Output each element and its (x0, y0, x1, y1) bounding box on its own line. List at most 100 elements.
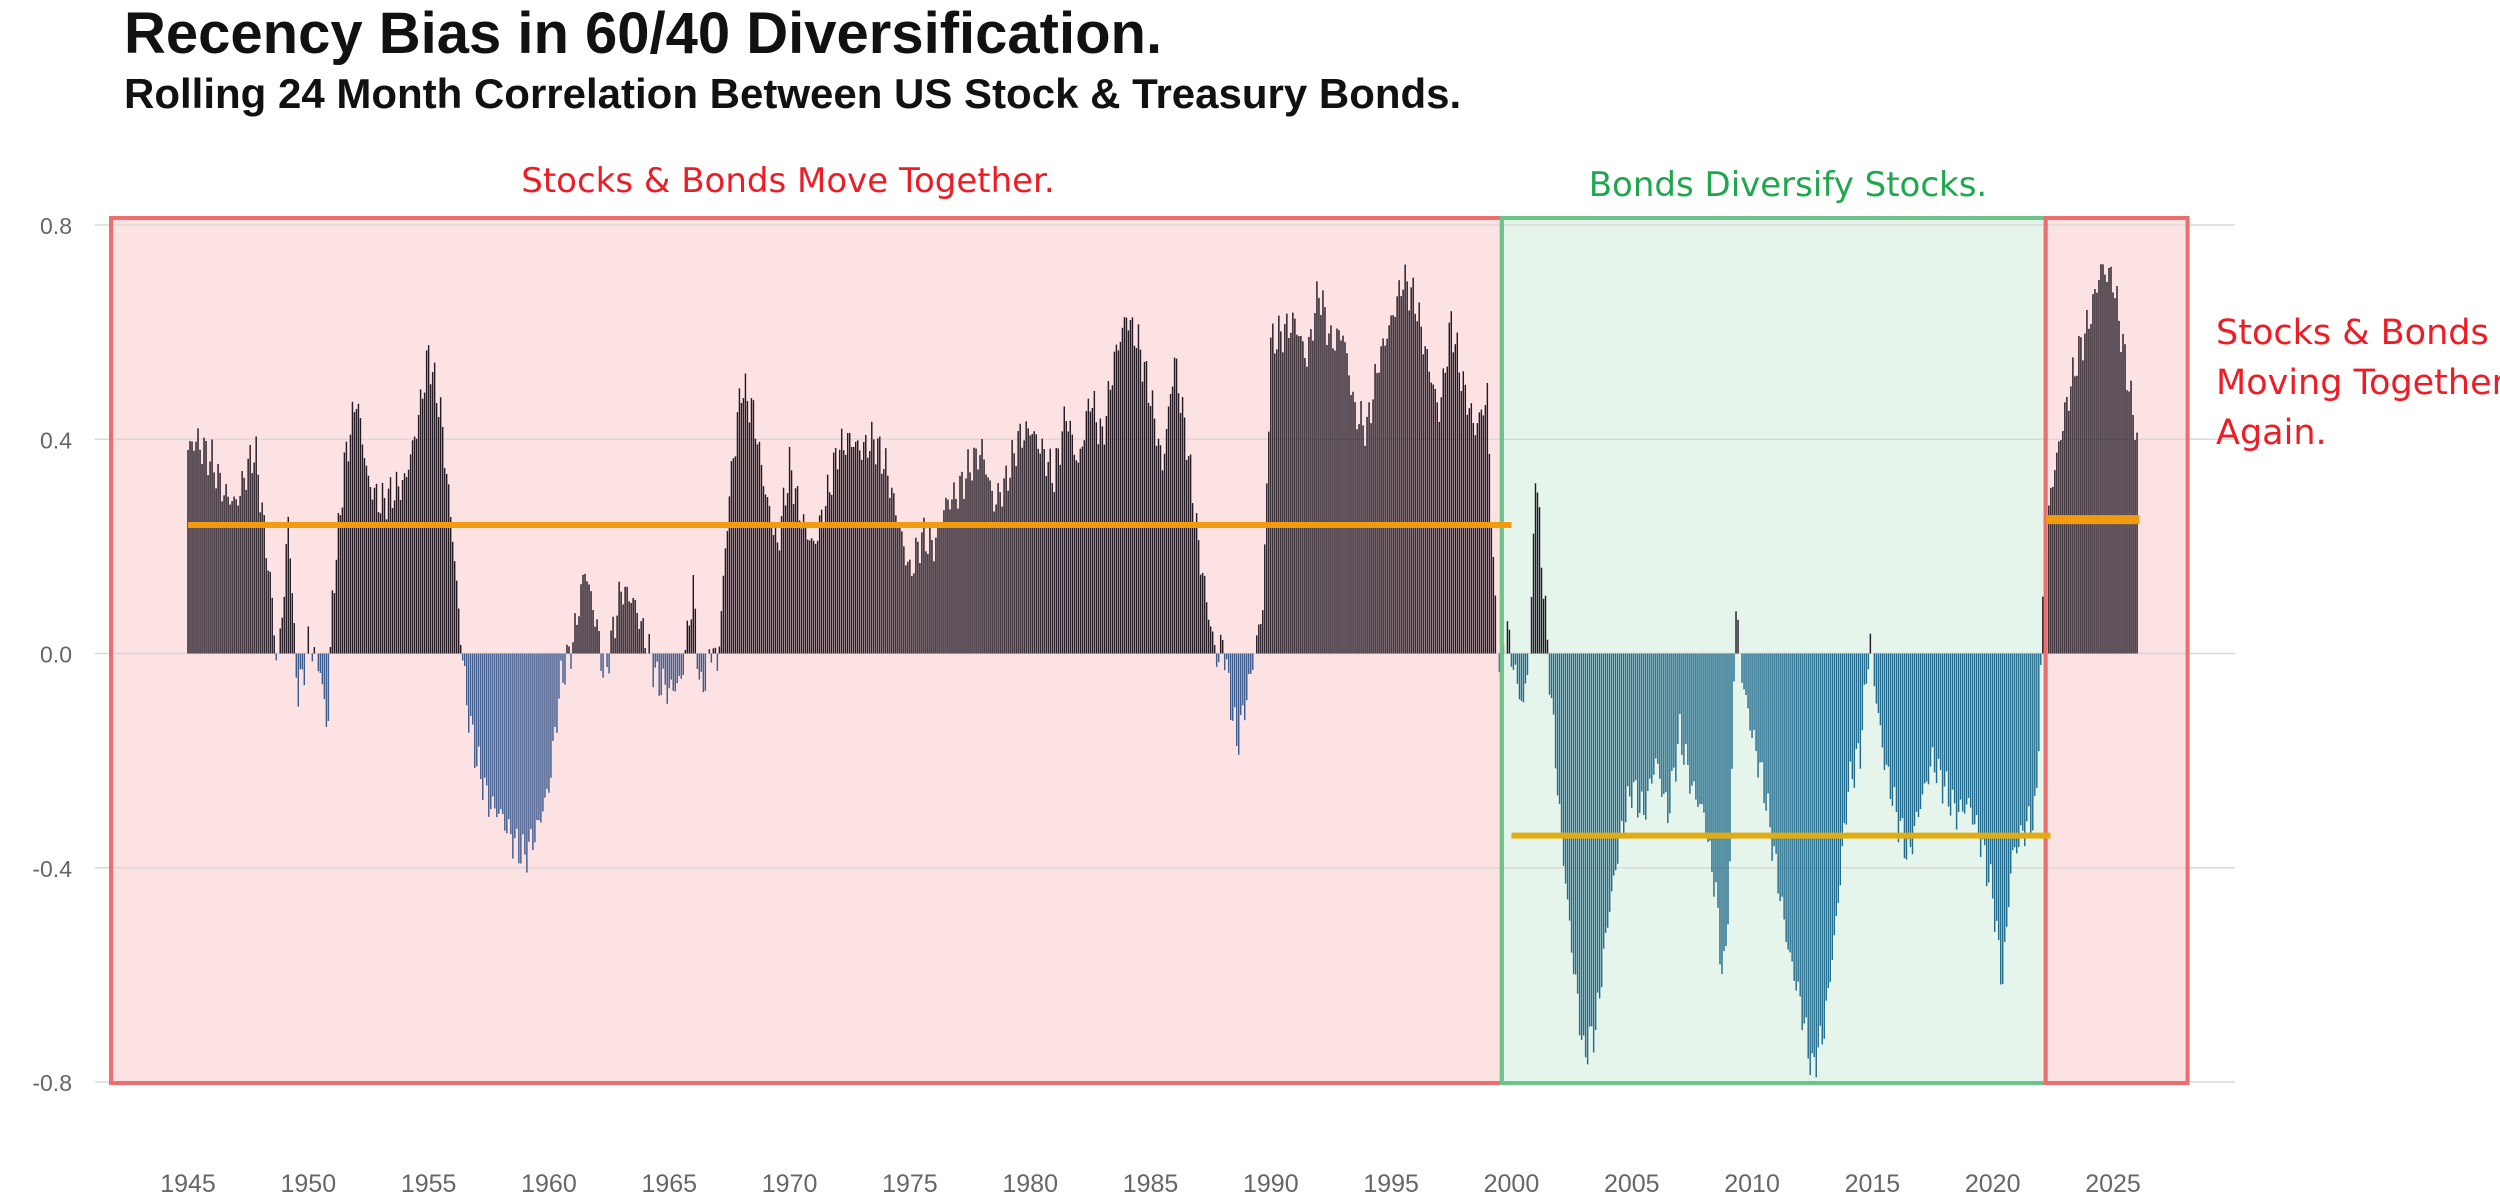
bar (664, 653, 666, 685)
bar (2102, 264, 2104, 654)
bar (522, 653, 524, 835)
bar (570, 653, 572, 669)
bar (251, 473, 253, 654)
bar (2136, 432, 2138, 654)
bar (915, 537, 917, 654)
bar (1328, 333, 1330, 654)
bar (1939, 653, 1942, 771)
bar (1945, 653, 1948, 772)
bar (724, 548, 727, 654)
bar (1849, 653, 1852, 762)
bar (1302, 341, 1304, 654)
bar (1316, 281, 1318, 654)
bar (472, 653, 474, 725)
bar (221, 501, 223, 654)
bar (1983, 653, 1986, 846)
x-tick-label: 1950 (281, 1170, 337, 1198)
bar (606, 653, 608, 667)
bar (524, 653, 526, 855)
bar (1113, 351, 1116, 654)
bar (1109, 389, 1112, 654)
bar (339, 515, 342, 654)
bar (1296, 334, 1298, 654)
bar (265, 558, 267, 654)
bar (1067, 431, 1069, 654)
bar (1855, 653, 1858, 749)
bar (1931, 653, 1934, 748)
bar (1715, 653, 1717, 883)
bar (1791, 653, 1793, 962)
bar (1823, 653, 1825, 1039)
bar (1097, 444, 1100, 654)
bar (1246, 653, 1248, 701)
bar (1304, 357, 1306, 654)
bar (1947, 653, 1950, 807)
bar (1199, 574, 1202, 654)
bar (959, 475, 961, 654)
bar (2066, 397, 2068, 654)
bar (1733, 653, 1735, 682)
bar (965, 478, 967, 654)
bar (766, 497, 769, 654)
bar (600, 653, 602, 671)
bar (820, 509, 823, 654)
bar (285, 544, 287, 654)
bar (1699, 653, 1701, 805)
bar (1508, 629, 1511, 654)
bar (323, 653, 326, 700)
bar (520, 653, 522, 864)
bar (1566, 653, 1569, 900)
bar (560, 653, 562, 661)
bar (536, 653, 538, 821)
bar (1071, 434, 1074, 654)
x-tick-label: 2015 (1845, 1170, 1901, 1198)
bar (682, 653, 684, 675)
bar (806, 539, 809, 654)
bar (490, 653, 492, 810)
bar (1416, 321, 1418, 654)
bar (1576, 653, 1579, 994)
bar (2112, 292, 2114, 654)
bar (293, 623, 295, 654)
bar (804, 524, 807, 654)
bar (985, 474, 987, 654)
bar (229, 504, 231, 654)
bar (2114, 298, 2116, 654)
bar (1895, 653, 1898, 812)
bar (762, 486, 765, 654)
bar (516, 653, 518, 829)
bar (614, 638, 616, 654)
bar (1386, 338, 1388, 654)
bar (279, 628, 281, 654)
bar (562, 653, 564, 683)
bar (636, 613, 638, 654)
bar (939, 527, 941, 654)
bar (1631, 653, 1633, 809)
bar (1671, 653, 1673, 771)
bar (1095, 422, 1098, 654)
bar (1256, 635, 1258, 654)
bar (363, 458, 366, 654)
bar (2092, 294, 2094, 654)
bar (1015, 466, 1017, 654)
bar (1408, 310, 1410, 654)
bar (417, 414, 420, 654)
bar (826, 474, 829, 654)
bar (1512, 653, 1515, 670)
bar (1787, 653, 1789, 950)
bar (403, 473, 406, 654)
bar (1099, 418, 1102, 654)
bar (1560, 653, 1563, 833)
x-tick-label: 1960 (521, 1170, 577, 1198)
bar (584, 573, 586, 654)
bar (989, 480, 991, 654)
x-tick-label: 1980 (1002, 1170, 1058, 1198)
bar (1063, 406, 1065, 654)
bar (684, 649, 687, 654)
bar (1147, 402, 1150, 654)
bar (1713, 653, 1715, 897)
bar (1783, 653, 1785, 920)
bar (1548, 653, 1551, 695)
bar (913, 573, 915, 654)
